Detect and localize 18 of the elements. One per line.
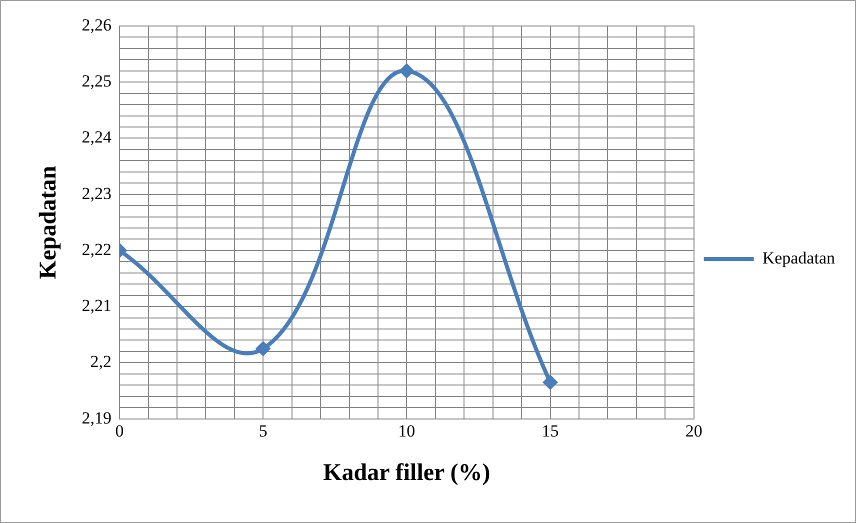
y-tick-label: 2,22 bbox=[82, 240, 112, 259]
y-tick-label: 2,23 bbox=[82, 184, 112, 203]
y-tick-label: 2,2 bbox=[90, 352, 112, 372]
legend-label: Kepadatan bbox=[762, 248, 836, 268]
x-tick-label: 0 bbox=[115, 421, 124, 440]
x-tick-label: 15 bbox=[542, 421, 559, 440]
point bbox=[399, 63, 414, 78]
x-axis-title: Kadar filler (%) bbox=[323, 460, 490, 486]
x-tick-label: 20 bbox=[685, 421, 702, 440]
y-tick-label: 2,25 bbox=[82, 72, 112, 91]
y-tick-label: 2,26 bbox=[82, 15, 112, 34]
point bbox=[542, 374, 558, 390]
y-tick-label: 2,19 bbox=[82, 408, 112, 428]
x-tick-label: 5 bbox=[258, 421, 268, 440]
y-tick-label: 2,21 bbox=[82, 296, 112, 316]
y-axis-title: Kepadatan bbox=[36, 166, 62, 280]
y-tick-label: 2,24 bbox=[82, 128, 112, 147]
x-tick-label: 10 bbox=[398, 421, 416, 440]
